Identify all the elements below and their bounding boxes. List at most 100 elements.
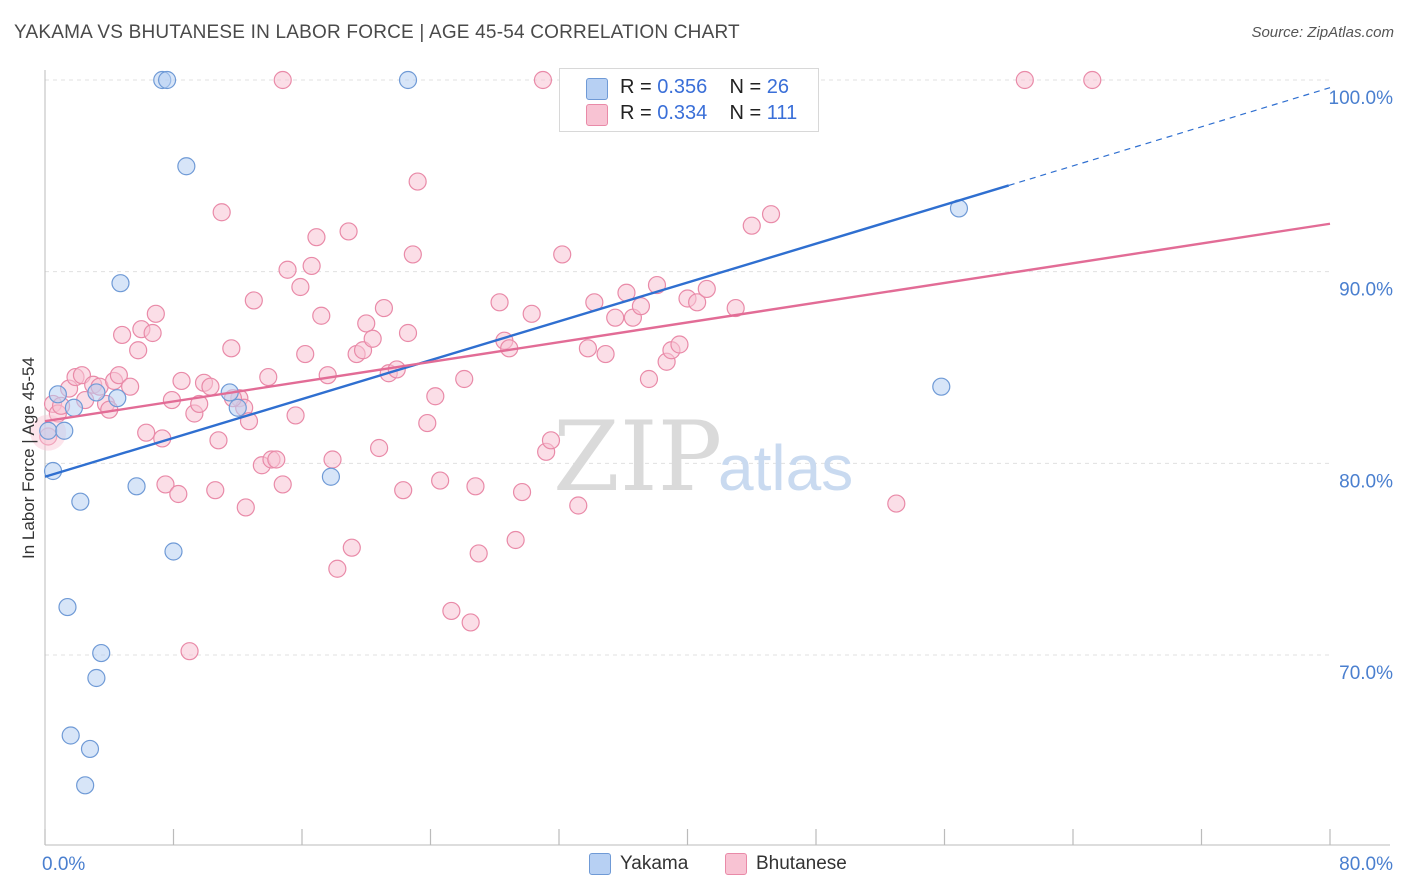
- bhutanese-point: [190, 394, 209, 414]
- axis-labels: 100.0% 90.0% 80.0% 70.0% 0.0% 80.0% In Labor F…: [19, 88, 1393, 875]
- yakama-point: [87, 668, 106, 688]
- bhutanese-point: [512, 482, 532, 502]
- yakama-point: [321, 467, 341, 486]
- bhutanese-point: [455, 369, 474, 389]
- yakama-point: [157, 70, 177, 90]
- yakama-point: [108, 389, 127, 408]
- bhutanese-trend-line: [44, 222, 1331, 423]
- bhutanese-point: [1015, 70, 1034, 90]
- bhutanese-point: [374, 298, 394, 318]
- bhutanese-point: [1083, 70, 1102, 90]
- yakama-point: [80, 739, 100, 759]
- axes: [44, 70, 1390, 846]
- bhutanese-point: [323, 450, 342, 469]
- yakama-point: [76, 776, 95, 795]
- x-tick-label: 80.0%: [1339, 854, 1393, 875]
- bhutanese-point: [222, 339, 241, 358]
- bhutanese-point: [533, 70, 553, 90]
- bhutanese-point: [466, 477, 485, 496]
- bhutanese-point: [426, 387, 445, 406]
- y-tick-label: 80.0%: [1339, 471, 1393, 492]
- bhutanese-point: [109, 366, 128, 385]
- bhutanese-point: [408, 172, 427, 191]
- n-value: 111: [766, 102, 798, 124]
- yakama-point: [228, 398, 247, 417]
- yakama-point: [55, 421, 74, 440]
- bhutanese-point: [291, 277, 310, 297]
- bhutanese-point: [267, 450, 286, 469]
- bhutanese-point: [357, 314, 376, 333]
- legend-text-yakama: R = 0.356 N = 26: [620, 76, 789, 99]
- bhutanese-point: [697, 279, 716, 299]
- y-axis-title: In Labor Force | Age 45-54: [19, 357, 38, 559]
- watermark-atlas: atlas: [718, 432, 853, 504]
- n-value: 26: [766, 76, 790, 98]
- bhutanese-point: [761, 205, 781, 224]
- n-label: N =: [729, 76, 767, 98]
- bhutanese-point: [363, 329, 382, 348]
- bhutanese-point: [296, 344, 315, 364]
- bhutanese-point: [302, 256, 321, 276]
- bhutanese-point: [606, 308, 625, 327]
- chart-title: YAKAMA VS BHUTANESE IN LABOR FORCE | AGE…: [14, 22, 740, 43]
- bhutanese-point: [112, 325, 132, 345]
- bhutanese-point: [490, 293, 509, 312]
- bhutanese-point: [339, 222, 358, 241]
- trend-lines: [44, 87, 1331, 478]
- bhutanese-point: [312, 306, 331, 325]
- bhutanese-point: [328, 559, 347, 578]
- bhutanese-point: [201, 377, 220, 396]
- bhutanese-point: [273, 475, 292, 494]
- yakama-trend-line: [44, 184, 1010, 478]
- bhutanese-swatch: [586, 104, 608, 126]
- bhutanese-point: [688, 293, 707, 312]
- bhutanese-point: [236, 498, 255, 517]
- bhutanese-point: [398, 323, 418, 343]
- bhutanese-point: [370, 438, 389, 458]
- bhutanese-point: [146, 304, 165, 323]
- legend-label-yakama: Yakama: [620, 853, 689, 874]
- bhutanese-point: [726, 298, 745, 318]
- yakama-point: [92, 643, 111, 663]
- y-tick-label: 100.0%: [1329, 88, 1394, 109]
- yakama-point: [164, 542, 183, 561]
- bhutanese-point: [286, 406, 305, 425]
- bhutanese-point: [670, 335, 689, 354]
- yakama-swatch: [589, 853, 611, 875]
- r-value: 0.334: [657, 102, 708, 124]
- yakama-swatch: [586, 78, 608, 100]
- bhutanese-point: [121, 377, 140, 396]
- yakama-point: [87, 383, 106, 402]
- legend-text-bhutanese: R = 0.334 N = 111: [620, 102, 797, 125]
- yakama-point: [39, 421, 58, 440]
- bhutanese-point: [209, 431, 228, 450]
- bhutanese-point: [578, 339, 598, 358]
- yakama-point: [64, 398, 84, 417]
- grid-lines: [45, 79, 1330, 656]
- correlation-legend: R = 0.356 N = 26 R = 0.334 N = 111: [559, 68, 819, 132]
- yakama-point: [71, 492, 90, 511]
- bhutanese-point: [143, 323, 162, 343]
- bhutanese-point: [342, 538, 361, 557]
- yakama-point: [58, 597, 77, 617]
- bhutanese-point: [244, 291, 263, 310]
- watermark-zip: ZIP: [553, 401, 722, 513]
- bhutanese-point: [259, 367, 278, 387]
- y-tick-label: 70.0%: [1339, 663, 1393, 684]
- bhutanese-point: [172, 371, 191, 391]
- bhutanese-point: [569, 496, 588, 515]
- r-label: R =: [620, 102, 658, 124]
- bhutanese-point: [403, 245, 422, 264]
- source-label: Source: ZipAtlas.com: [1251, 24, 1394, 41]
- yakama-point: [61, 726, 80, 745]
- bhutanese-point: [180, 642, 199, 661]
- yakama-point: [177, 157, 196, 176]
- legend-label-bhutanese: Bhutanese: [756, 853, 847, 874]
- n-label: N =: [729, 102, 767, 124]
- bhutanese-point: [169, 484, 188, 504]
- bhutanese-point: [596, 344, 615, 364]
- bhutanese-point: [522, 304, 541, 323]
- x-tick-label: 0.0%: [42, 854, 85, 875]
- bhutanese-point: [307, 228, 326, 247]
